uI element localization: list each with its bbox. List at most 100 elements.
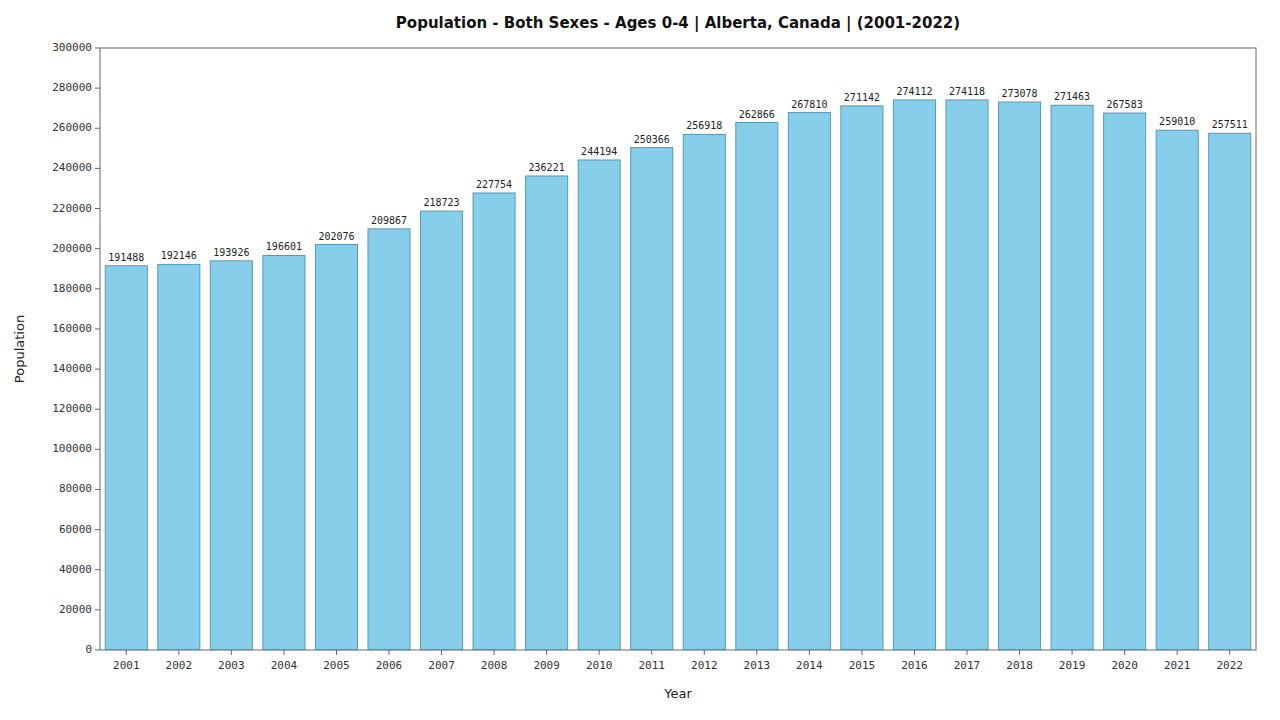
bar — [788, 113, 830, 650]
tick-label: 20000 — [59, 603, 92, 616]
tick-mark — [95, 328, 100, 329]
tick-mark — [861, 650, 862, 655]
tick-label: 120000 — [52, 402, 92, 415]
data-label: 192146 — [161, 250, 197, 261]
tick-label: 220000 — [52, 202, 92, 215]
tick-mark — [651, 650, 652, 655]
tick-mark — [441, 650, 442, 655]
tick-label: 2006 — [376, 659, 403, 672]
bar — [1156, 130, 1198, 650]
data-label: 267810 — [791, 99, 827, 110]
data-label: 250366 — [634, 134, 670, 145]
bar — [1051, 105, 1093, 650]
data-label: 227754 — [476, 179, 512, 190]
data-label: 209867 — [371, 215, 407, 226]
tick-mark — [599, 650, 600, 655]
title: Population - Both Sexes - Ages 0-4 | Alb… — [396, 14, 960, 33]
bar — [999, 102, 1041, 650]
tick-mark — [95, 168, 100, 169]
tick-label: 0 — [85, 643, 92, 656]
tick-mark — [95, 650, 100, 651]
bar — [946, 100, 988, 650]
tick-label: 2001 — [113, 659, 140, 672]
tick-label: 2002 — [166, 659, 193, 672]
bar — [683, 134, 725, 650]
tick-label: 2015 — [849, 659, 876, 672]
tick-label: 280000 — [52, 81, 92, 94]
data-label: 193926 — [213, 247, 249, 258]
bar — [841, 106, 883, 650]
data-label: 191488 — [108, 252, 144, 263]
data-label: 236221 — [529, 162, 565, 173]
bars — [105, 100, 1250, 650]
tick-mark — [95, 208, 100, 209]
tick-mark — [546, 650, 547, 655]
bar — [1104, 113, 1146, 650]
tick-label: 2012 — [691, 659, 718, 672]
tick-label: 160000 — [52, 322, 92, 335]
tick-label: 40000 — [59, 563, 92, 576]
tick-label: 2019 — [1059, 659, 1086, 672]
bar — [631, 148, 673, 650]
bar — [368, 229, 410, 650]
data-label: 257511 — [1212, 119, 1248, 130]
data-label: 274112 — [896, 86, 932, 97]
data-label: 244194 — [581, 146, 617, 157]
tick-mark — [756, 650, 757, 655]
tick-label: 2018 — [1006, 659, 1033, 672]
tick-label: 2022 — [1216, 659, 1243, 672]
tick-mark — [1177, 650, 1178, 655]
tick-label: 2020 — [1111, 659, 1138, 672]
tick-label: 2003 — [218, 659, 245, 672]
tick-label: 260000 — [52, 121, 92, 134]
tick-label: 100000 — [52, 442, 92, 455]
tick-mark — [283, 650, 284, 655]
tick-label: 2016 — [901, 659, 928, 672]
tick-mark — [95, 88, 100, 89]
data-label: 259010 — [1159, 116, 1195, 127]
tick-label: 2008 — [481, 659, 508, 672]
y-axis: 0200004000060000800001000001200001400001… — [52, 41, 100, 656]
tick-label: 300000 — [52, 41, 92, 54]
bar — [315, 245, 357, 650]
data-label: 218723 — [423, 197, 459, 208]
bar — [158, 264, 200, 650]
tick-mark — [1229, 650, 1230, 655]
tick-mark — [95, 369, 100, 370]
tick-mark — [1072, 650, 1073, 655]
tick-label: 2007 — [428, 659, 455, 672]
bar — [736, 123, 778, 650]
tick-mark — [336, 650, 337, 655]
tick-label: 2009 — [533, 659, 560, 672]
tick-label: 2014 — [796, 659, 823, 672]
data-label: 271463 — [1054, 91, 1090, 102]
tick-mark — [95, 248, 100, 249]
data-label: 256918 — [686, 120, 722, 131]
data-labels: 1914881921461939261966012020762098672187… — [108, 86, 1248, 263]
bar — [526, 176, 568, 650]
x-axis-title: Year — [663, 686, 692, 701]
tick-mark — [389, 650, 390, 655]
data-label: 274118 — [949, 86, 985, 97]
chart: 0200004000060000800001000001200001400001… — [0, 0, 1280, 720]
tick-mark — [126, 650, 127, 655]
tick-label: 200000 — [52, 242, 92, 255]
tick-label: 2004 — [271, 659, 298, 672]
tick-label: 2017 — [954, 659, 981, 672]
y-axis-title: Population — [12, 315, 27, 383]
tick-label: 240000 — [52, 161, 92, 174]
data-label: 273078 — [1001, 88, 1037, 99]
bar — [1209, 133, 1251, 650]
tick-label: 2021 — [1164, 659, 1191, 672]
bar — [473, 193, 515, 650]
tick-mark — [95, 529, 100, 530]
tick-label: 80000 — [59, 482, 92, 495]
tick-mark — [95, 449, 100, 450]
bar — [263, 255, 305, 650]
bar — [105, 266, 147, 650]
bar — [578, 160, 620, 650]
data-label: 267583 — [1107, 99, 1143, 110]
tick-label: 2011 — [638, 659, 665, 672]
tick-label: 2005 — [323, 659, 350, 672]
tick-label: 2013 — [744, 659, 771, 672]
